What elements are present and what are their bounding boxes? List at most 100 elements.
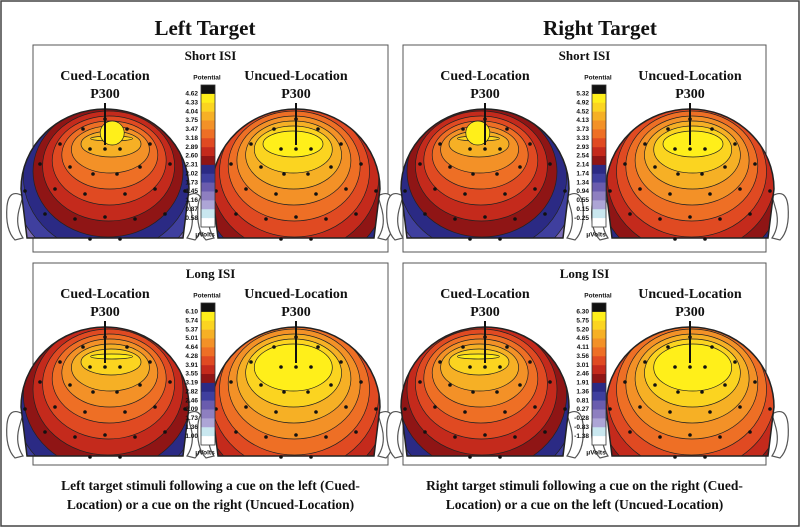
- electrode: [653, 165, 657, 169]
- side-title: Left Target: [155, 16, 256, 40]
- electrode: [718, 217, 722, 221]
- electrode: [623, 162, 627, 166]
- electrode: [718, 435, 722, 439]
- scale-label: 4.28: [185, 353, 198, 360]
- electrode: [339, 142, 343, 146]
- scale-cell: [592, 382, 606, 393]
- electrode: [83, 410, 87, 414]
- electrode: [374, 407, 378, 411]
- scale-cell: [592, 400, 606, 410]
- scale-label: 2.82: [185, 388, 198, 395]
- electrode: [666, 345, 670, 349]
- scale-cell: [592, 85, 606, 95]
- scale-border: [200, 302, 216, 446]
- contour-band: [457, 353, 500, 360]
- electrode: [274, 410, 278, 414]
- scale-label: 4.62: [185, 91, 198, 98]
- electrode: [294, 365, 298, 369]
- electrode: [73, 217, 77, 221]
- panel-subtitle: Long ISI: [186, 266, 236, 281]
- scale-label: 4.04: [185, 108, 198, 115]
- electrode: [461, 127, 465, 131]
- scale-label: 3.91: [185, 362, 198, 369]
- scale-cell: [201, 120, 215, 130]
- electrode: [43, 212, 47, 216]
- electrode: [688, 433, 692, 437]
- scale-cell: [201, 365, 215, 375]
- electrode: [628, 430, 632, 434]
- contour-band: [262, 130, 324, 158]
- scale-border: [591, 302, 607, 446]
- scale-label: 3.18: [185, 135, 198, 142]
- scale-cell: [201, 400, 215, 410]
- scale-cell: [592, 218, 606, 228]
- electrode: [354, 212, 358, 216]
- scale-cell: [592, 164, 606, 175]
- electrode: [81, 345, 85, 349]
- electrode: [423, 212, 427, 216]
- electrode: [133, 217, 137, 221]
- electrode: [309, 237, 313, 241]
- component-label: P300: [675, 87, 705, 102]
- scale-cell: [592, 173, 606, 183]
- electrode: [438, 142, 442, 146]
- scale-label: 2.31: [185, 162, 198, 169]
- electrode: [453, 217, 457, 221]
- electrode: [503, 192, 507, 196]
- electrode: [324, 217, 328, 221]
- electrode: [282, 390, 286, 394]
- contour-band: [448, 348, 510, 376]
- scale-cell: [201, 156, 215, 166]
- electrode: [43, 430, 47, 434]
- electrode: [528, 142, 532, 146]
- electrode: [423, 430, 427, 434]
- scale-label: 3.33: [576, 135, 589, 142]
- scale-label: 2.09: [185, 406, 198, 413]
- electrode: [118, 147, 122, 151]
- condition-label: Cued-Location: [440, 69, 530, 84]
- electrode: [123, 410, 127, 414]
- electrode: [23, 189, 27, 193]
- scale-cell: [592, 365, 606, 375]
- electrode: [748, 212, 752, 216]
- scale-cell: [592, 409, 606, 419]
- scale-label: 1.34: [576, 179, 589, 186]
- electrode: [329, 165, 333, 169]
- electrode: [723, 165, 727, 169]
- scale-label: 2.54: [576, 153, 589, 160]
- electrode: [461, 345, 465, 349]
- electrode: [563, 189, 567, 193]
- electrode: [483, 433, 487, 437]
- scale-cell: [592, 374, 606, 384]
- electrode: [548, 162, 552, 166]
- ear: [6, 193, 24, 241]
- caption-line: Right target stimuli following a cue on …: [426, 478, 743, 493]
- electrode: [658, 435, 662, 439]
- electrode: [103, 433, 107, 437]
- electrode: [495, 172, 499, 176]
- electrode: [498, 365, 502, 369]
- caption-line: Location) or a cue on the right (Uncued-…: [67, 497, 354, 512]
- scale-cell: [592, 182, 606, 192]
- scale-cell: [592, 320, 606, 330]
- electrode: [53, 187, 57, 191]
- contour-band: [253, 343, 333, 392]
- electrode: [329, 383, 333, 387]
- scale-cell: [201, 311, 215, 322]
- electrode: [148, 142, 152, 146]
- scale-label: 5.75: [576, 317, 589, 324]
- scale-label: 0.27: [576, 406, 589, 413]
- electrode: [163, 212, 167, 216]
- head-outline: [605, 108, 775, 239]
- scale-label: -0.28: [574, 415, 589, 422]
- electrode: [58, 142, 62, 146]
- electrode: [138, 383, 142, 387]
- head-outline: [20, 326, 190, 457]
- head-outline: [211, 108, 381, 239]
- electrode: [83, 192, 87, 196]
- electrode: [468, 455, 472, 459]
- electrode: [708, 410, 712, 414]
- scale-cell: [201, 427, 215, 437]
- scale-label: 1.73: [185, 415, 198, 422]
- scale-label: 3.73: [576, 126, 589, 133]
